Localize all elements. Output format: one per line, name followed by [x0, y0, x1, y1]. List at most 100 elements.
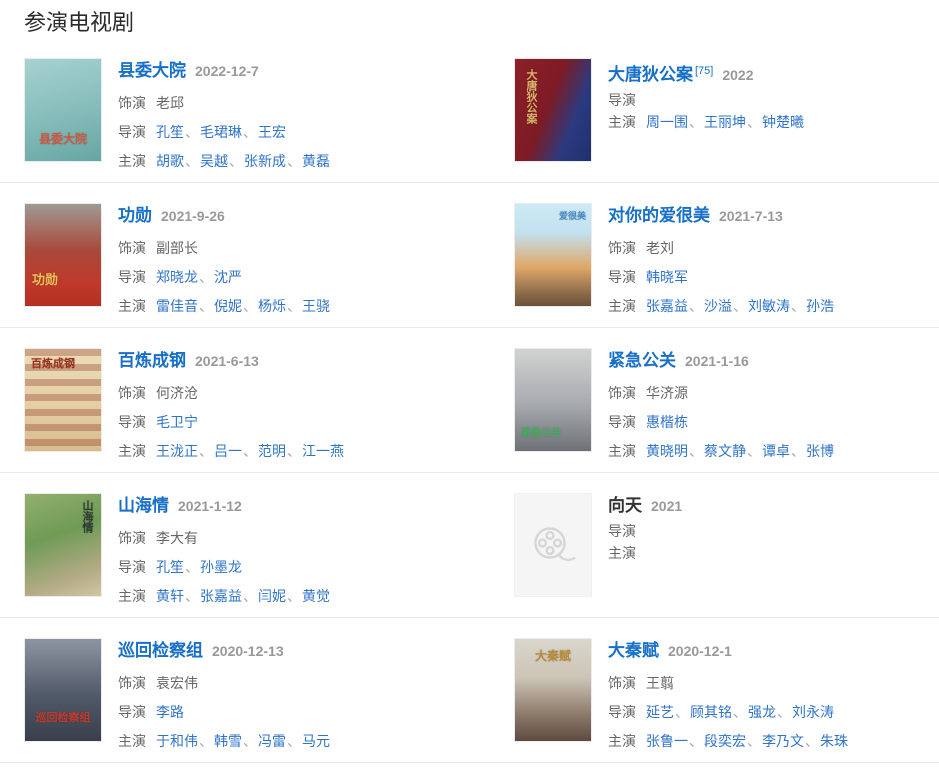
person-link[interactable]: 郑晓龙 — [156, 269, 198, 285]
director-label: 导演 — [118, 269, 146, 285]
tv-title-link[interactable]: 大唐狄公案 — [608, 65, 693, 84]
person-link[interactable]: 张嘉益 — [646, 298, 688, 314]
person-link[interactable]: 王泷正 — [156, 443, 198, 459]
person-link[interactable]: 江一燕 — [302, 443, 344, 459]
name-separator: 、 — [185, 124, 199, 140]
role-value: 李大有 — [156, 530, 198, 546]
name-separator: 、 — [199, 733, 213, 749]
person-link[interactable]: 黄轩 — [156, 588, 184, 604]
person-link[interactable]: 范明 — [258, 443, 286, 459]
name-separator: 、 — [243, 733, 257, 749]
person-link[interactable]: 刘永涛 — [792, 704, 834, 720]
person-link[interactable]: 孙浩 — [806, 298, 834, 314]
poster-thumbnail[interactable]: 紧急公关 — [514, 348, 592, 452]
person-link[interactable]: 胡歌 — [156, 153, 184, 169]
person-link[interactable]: 倪妮 — [214, 298, 242, 314]
person-link[interactable]: 黄磊 — [302, 153, 330, 169]
person-link[interactable]: 于和伟 — [156, 733, 198, 749]
poster-thumbnail[interactable]: 大秦赋 — [514, 638, 592, 742]
poster-thumbnail[interactable]: 爱很美 — [514, 203, 592, 307]
person-link[interactable]: 蔡文静 — [704, 443, 746, 459]
person-link[interactable]: 黄觉 — [302, 588, 330, 604]
person-link[interactable]: 王宏 — [258, 124, 286, 140]
tv-entry-duinideaihenmei: 爱很美 对你的爱很美 2021-7-13 饰演 老刘 导演 韩晓军 主演 张嘉益、沙溢、… — [514, 203, 915, 316]
person-link[interactable]: 冯雷 — [258, 733, 286, 749]
person-link[interactable]: 黄晓明 — [646, 443, 688, 459]
role-label: 饰演 — [118, 530, 146, 546]
person-link[interactable]: 孔笙 — [156, 124, 184, 140]
name-separator: 、 — [287, 298, 301, 314]
person-link[interactable]: 马元 — [302, 733, 330, 749]
air-date: 2021-7-13 — [719, 208, 783, 224]
name-separator: 、 — [199, 298, 213, 314]
person-link[interactable]: 张鲁一 — [646, 733, 688, 749]
air-date: 2020-12-1 — [668, 643, 732, 659]
poster-thumbnail[interactable]: 山海情 — [24, 493, 102, 597]
tv-title-link[interactable]: 山海情 — [118, 496, 169, 515]
tv-title-link[interactable]: 功勋 — [118, 206, 152, 225]
person-link[interactable]: 刘敏涛 — [748, 298, 790, 314]
tv-entry-xunhuijianchazu: 巡回检察组 巡回检察组 2020-12-13 饰演 袁宏伟 导演 李路 主演 于和伟、韩… — [24, 638, 514, 751]
role-value: 王翦 — [646, 675, 674, 691]
person-link[interactable]: 孙墨龙 — [200, 559, 242, 575]
director-links: 孔笙、孙墨龙 — [156, 559, 242, 575]
tv-title-link[interactable]: 大秦赋 — [608, 641, 659, 660]
person-link[interactable]: 毛卫宁 — [156, 414, 198, 430]
person-link[interactable]: 延艺 — [646, 704, 674, 720]
cast-links: 张嘉益、沙溢、刘敏涛、孙浩 — [646, 298, 834, 314]
person-link[interactable]: 谭卓 — [762, 443, 790, 459]
person-link[interactable]: 李乃文 — [762, 733, 804, 749]
person-link[interactable]: 段奕宏 — [704, 733, 746, 749]
person-link[interactable]: 张新成 — [244, 153, 286, 169]
list-row: 百炼成钢 百炼成钢 2021-6-13 饰演 何济沧 导演 毛卫宁 主演 王泷正、吕一、… — [0, 328, 939, 473]
person-link[interactable]: 张博 — [806, 443, 834, 459]
person-link[interactable]: 张嘉益 — [200, 588, 242, 604]
poster-thumbnail[interactable]: 巡回检察组 — [24, 638, 102, 742]
person-link[interactable]: 韩雪 — [214, 733, 242, 749]
tv-title-link[interactable]: 紧急公关 — [608, 351, 676, 370]
person-link[interactable]: 惠楷栋 — [646, 414, 688, 430]
cast-links: 黄轩、张嘉益、闫妮、黄觉 — [156, 588, 330, 604]
person-link[interactable]: 李路 — [156, 704, 184, 720]
cast-links: 于和伟、韩雪、冯雷、马元 — [156, 733, 330, 749]
role-label: 饰演 — [118, 95, 146, 111]
person-link[interactable]: 杨烁 — [258, 298, 286, 314]
tv-title-link[interactable]: 对你的爱很美 — [608, 206, 710, 225]
poster-thumbnail[interactable]: 功勋 — [24, 203, 102, 307]
name-separator: 、 — [733, 704, 747, 720]
person-link[interactable]: 沙溢 — [704, 298, 732, 314]
name-separator: 、 — [689, 298, 703, 314]
poster-thumbnail[interactable]: 百炼成钢 — [24, 348, 102, 452]
person-link[interactable]: 吴越 — [200, 153, 228, 169]
person-link[interactable]: 朱珠 — [820, 733, 848, 749]
person-link[interactable]: 毛珺琳 — [200, 124, 242, 140]
person-link[interactable]: 韩晓军 — [646, 269, 688, 285]
person-link[interactable]: 王骁 — [302, 298, 330, 314]
name-separator: 、 — [185, 588, 199, 604]
poster-thumbnail[interactable]: 大唐狄公案 — [514, 58, 592, 162]
person-link[interactable]: 周一围 — [646, 114, 688, 130]
person-link[interactable]: 沈严 — [214, 269, 242, 285]
tv-title-link[interactable]: 百炼成钢 — [118, 351, 186, 370]
person-link[interactable]: 吕一 — [214, 443, 242, 459]
tv-entry-xiangtian: 向天 2021 导演 主演 — [514, 493, 915, 606]
person-link[interactable]: 顾其铭 — [690, 704, 732, 720]
reference-link[interactable]: [75] — [695, 65, 714, 77]
name-separator: 、 — [287, 733, 301, 749]
tv-title-link[interactable]: 巡回检察组 — [118, 641, 203, 660]
poster-title-text: 大唐狄公案 — [525, 69, 537, 124]
person-link[interactable]: 闫妮 — [258, 588, 286, 604]
poster-thumbnail[interactable]: 县委大院 — [24, 58, 102, 162]
person-link[interactable]: 钟楚曦 — [762, 114, 804, 130]
name-separator: 、 — [747, 733, 761, 749]
person-link[interactable]: 孔笙 — [156, 559, 184, 575]
person-link[interactable]: 王丽坤 — [704, 114, 746, 130]
person-link[interactable]: 雷佳音 — [156, 298, 198, 314]
tv-title-link[interactable]: 县委大院 — [118, 61, 186, 80]
name-separator: 、 — [689, 114, 703, 130]
person-link[interactable]: 强龙 — [748, 704, 776, 720]
role-label: 饰演 — [118, 385, 146, 401]
tv-series-list: 县委大院 县委大院 2022-12-7 饰演 老邱 导演 孔笙、毛珺琳、王宏 主演 胡歌… — [0, 38, 939, 763]
cast-links: 胡歌、吴越、张新成、黄磊 — [156, 153, 330, 169]
director-links: 延艺、顾其铭、强龙、刘永涛 — [646, 704, 834, 720]
